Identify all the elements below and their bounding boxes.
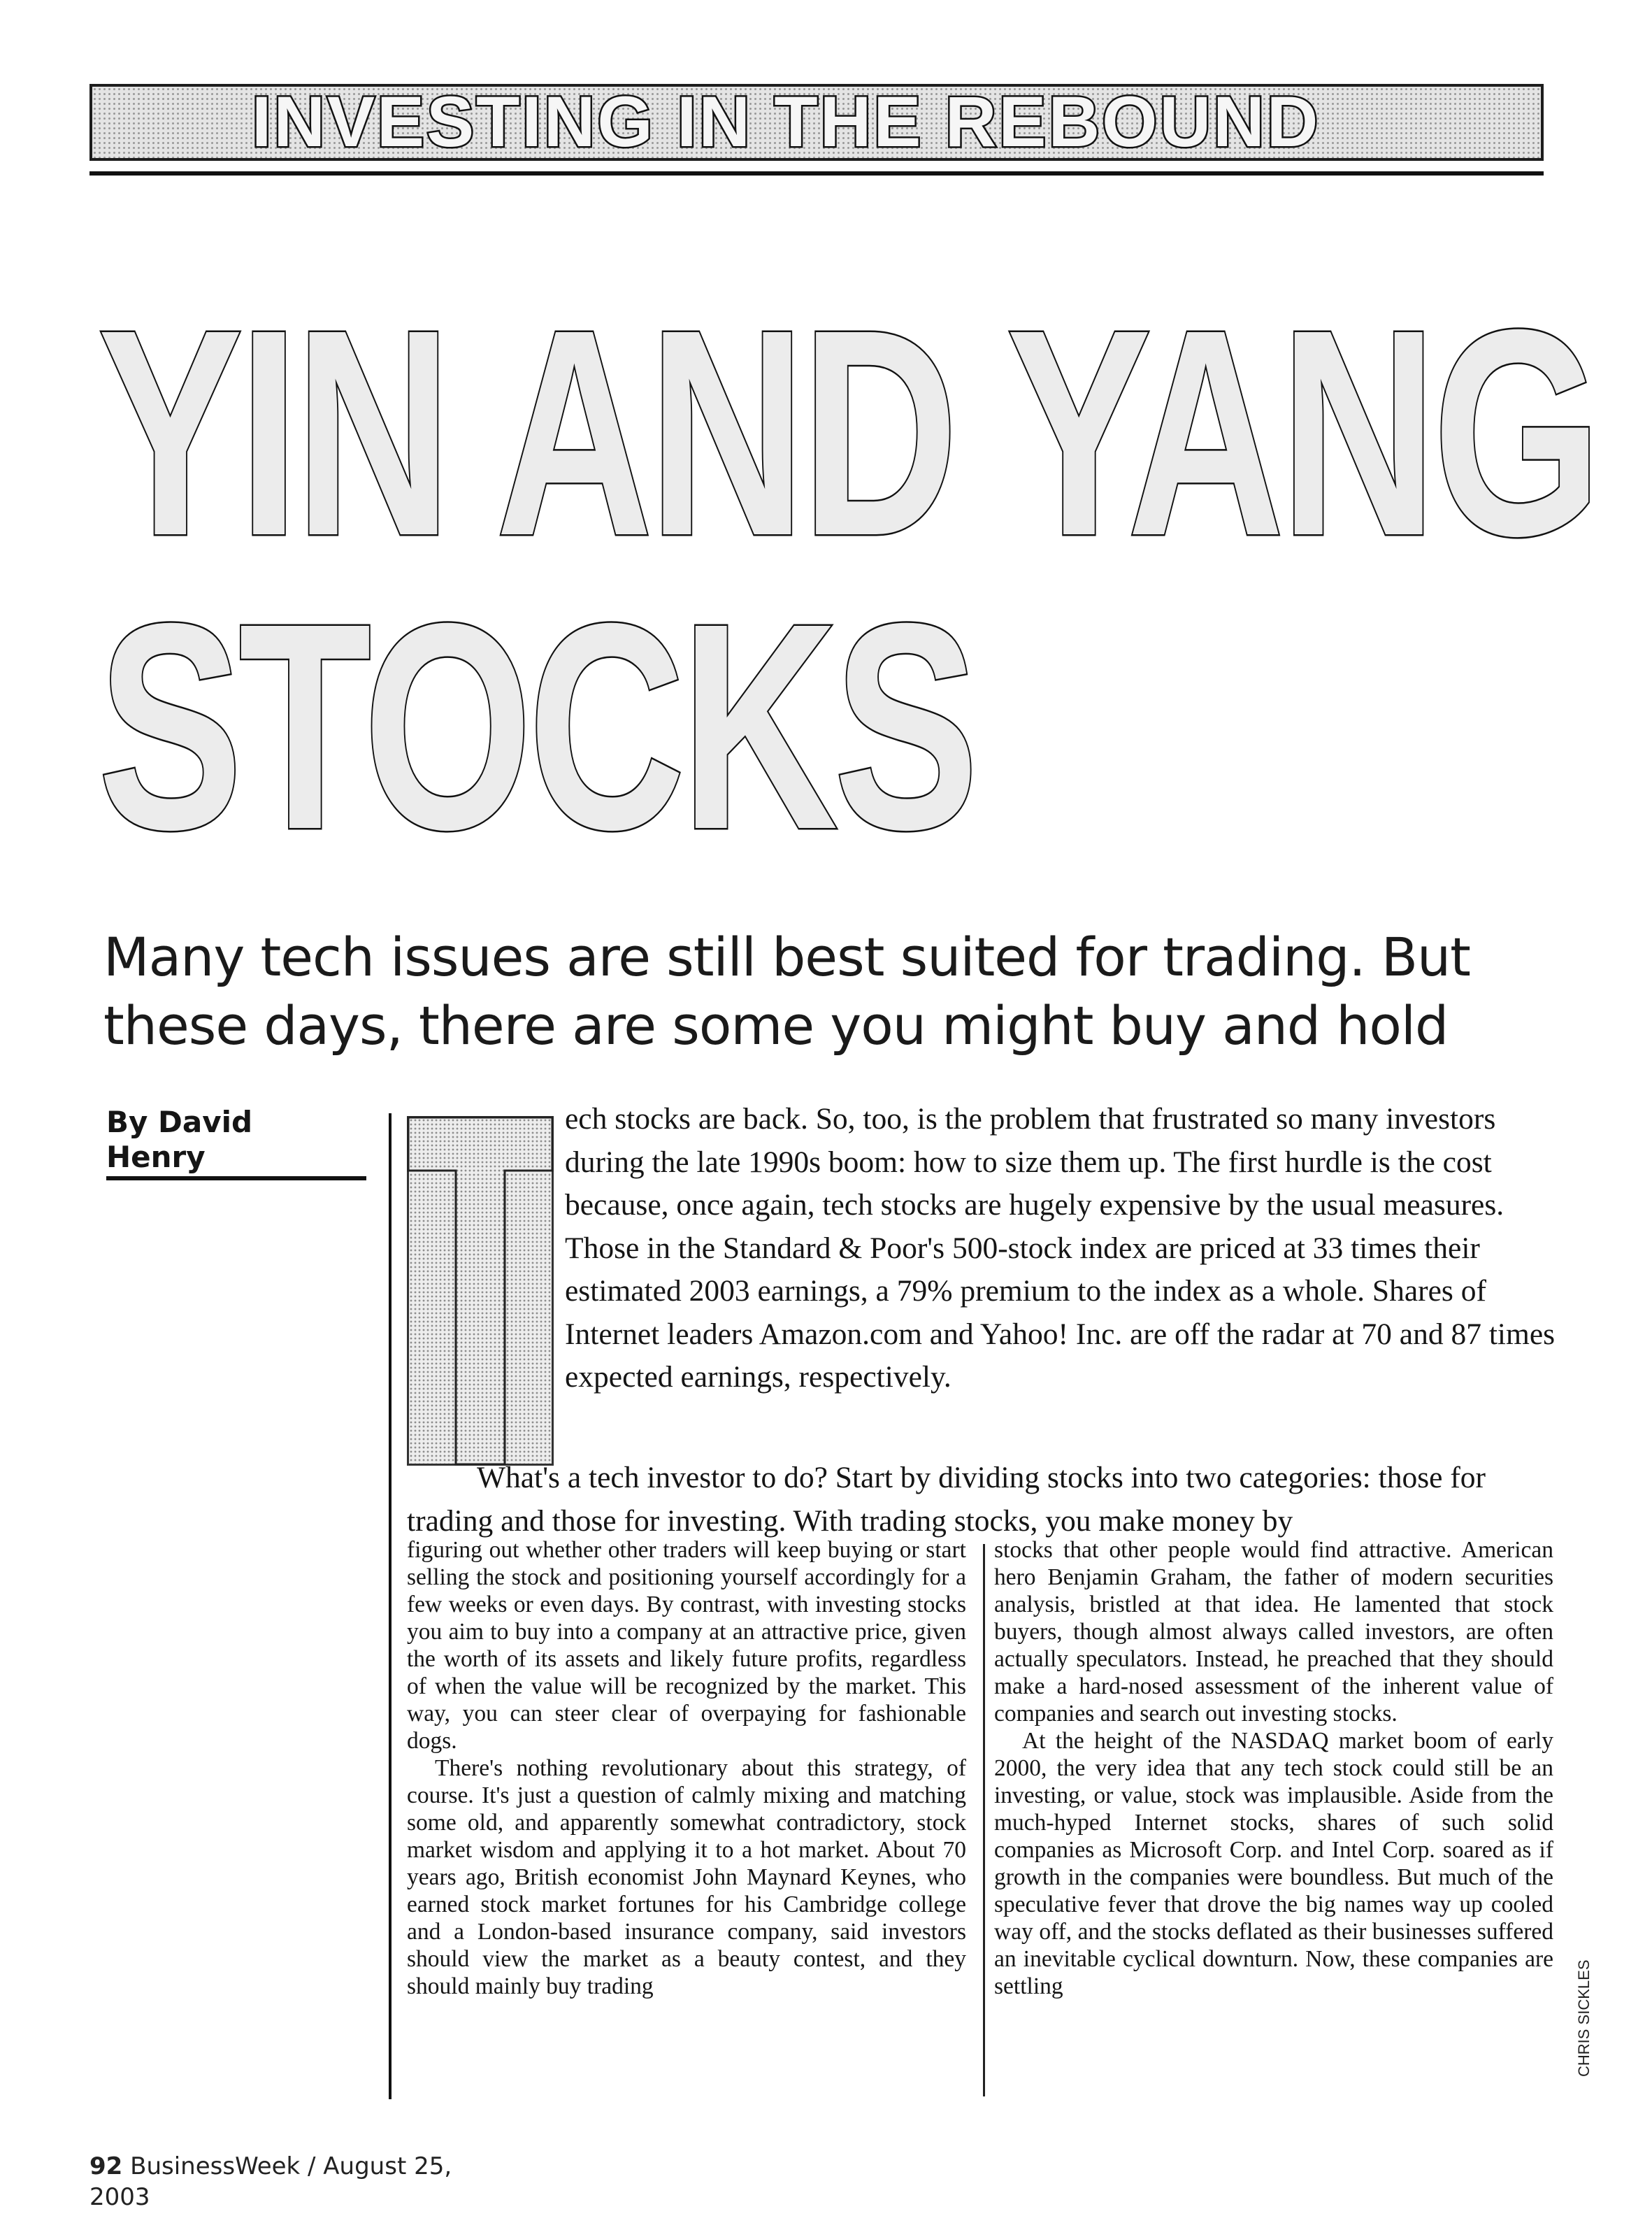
lede-text: ech stocks are back. So, too, is the pro… (565, 1102, 1556, 1394)
page-footer: 92 BusinessWeek / August 25, 2003 (89, 2151, 509, 2213)
body-column-left: figuring out whether other traders will … (407, 1536, 966, 2000)
lede-paragraph-2: What's a tech investor to do? Start by d… (407, 1456, 1556, 1543)
kicker-rule (89, 171, 1544, 176)
section-kicker: INVESTING IN THE REBOUND (250, 81, 1321, 163)
headline-line-1: YIN AND YANG (96, 269, 1603, 597)
lede-text-2: What's a tech investor to do? Start by d… (407, 1461, 1486, 1538)
deck-subheadline: Many tech issues are still best suited f… (103, 926, 1471, 1057)
byline: By David Henry (106, 1105, 253, 1174)
body-paragraph: figuring out whether other traders will … (407, 1537, 966, 1754)
body-column-right: stocks that other people would find attr… (994, 1536, 1553, 2000)
drop-cap: T (407, 1116, 554, 1466)
column-separator (983, 1544, 985, 2096)
publication-info: BusinessWeek / August 25, 2003 (89, 2152, 452, 2211)
kicker-banner (89, 84, 1544, 161)
page-number: 92 (89, 2152, 123, 2180)
photo-credit: CHRIS SICKLES (1575, 1959, 1593, 2078)
lede-paragraph: ech stocks are back. So, too, is the pro… (565, 1098, 1556, 1399)
body-paragraph: At the height of the NASDAQ market boom … (994, 1728, 1553, 1999)
headline-line-2: STOCKS (96, 563, 980, 891)
body-paragraph: stocks that other people would find attr… (994, 1537, 1553, 1727)
body-paragraph: There's nothing revolutionary about this… (407, 1755, 966, 1999)
byline-rule (106, 1176, 366, 1180)
column-rule (389, 1113, 392, 2099)
